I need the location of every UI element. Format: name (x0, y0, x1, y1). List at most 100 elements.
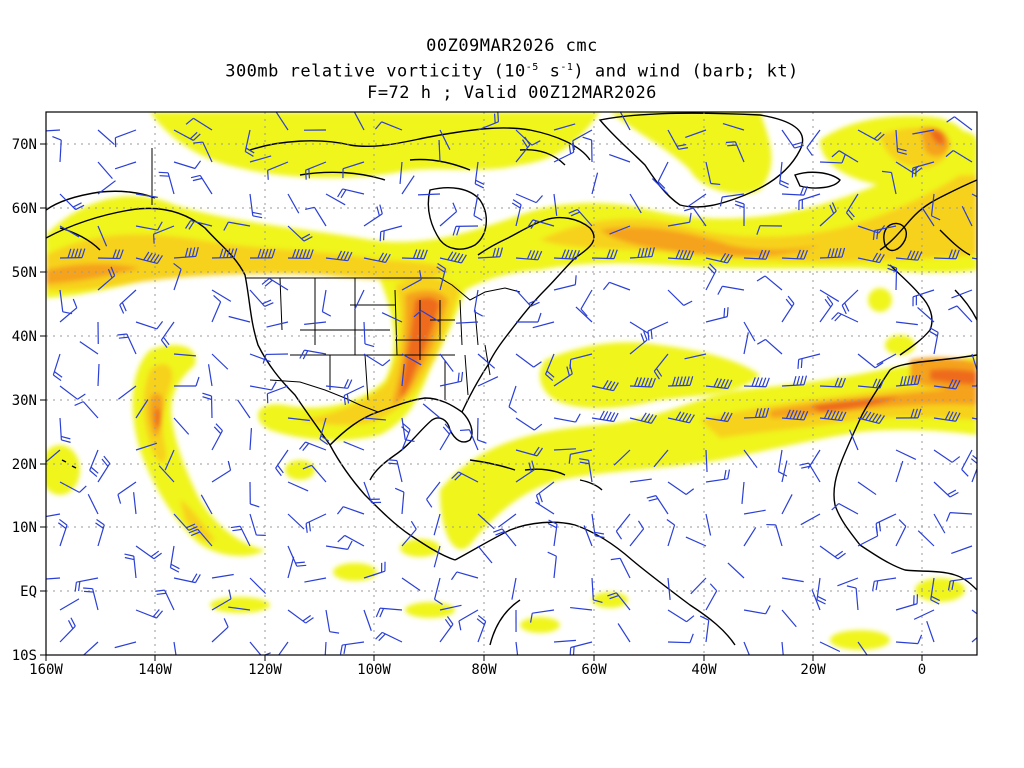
wind-barb (249, 481, 260, 508)
wind-barb (895, 449, 917, 460)
wind-barb (913, 609, 935, 620)
wind-barb (89, 449, 99, 478)
coast-europe (879, 179, 977, 356)
wind-barb (685, 129, 707, 138)
wind-barb (756, 225, 783, 235)
wind-barb (401, 577, 421, 591)
wind-barb (684, 353, 707, 360)
wind-barb (261, 277, 289, 291)
wind-barb (455, 321, 479, 324)
wind-barb (287, 248, 314, 260)
wind-barb (59, 598, 80, 611)
wind-barb (971, 417, 977, 423)
wind-barb (515, 136, 531, 163)
wind-barb (211, 573, 234, 579)
wind-barb (458, 609, 479, 631)
wind-barb (353, 289, 365, 311)
wind-barb (343, 385, 365, 405)
wind-barbs (46, 112, 977, 655)
wind-barb (302, 464, 327, 483)
wind-barb (325, 193, 346, 206)
wind-barb (476, 614, 487, 643)
wind-barb (474, 161, 485, 189)
wind-barb (629, 193, 642, 214)
wind-barb (81, 641, 99, 655)
coast-caribbean (469, 459, 603, 491)
wind-barb (917, 530, 935, 547)
wind-barb (439, 371, 464, 387)
wind-barb (185, 117, 213, 131)
wind-barb (374, 121, 403, 131)
wind-barb (743, 641, 753, 655)
wind-barb (249, 513, 266, 536)
wind-barb (553, 448, 577, 451)
vorticity-band-north-l2 (46, 234, 450, 291)
wind-barb (819, 153, 846, 164)
lon-label: 0 (918, 662, 926, 678)
wind-barb (190, 174, 213, 195)
wind-barb (819, 296, 834, 323)
wind-barb (399, 161, 403, 184)
wind-barb (727, 562, 745, 579)
wind-barb (800, 513, 821, 526)
vorticity-greenland (610, 112, 772, 194)
wind-barb (173, 247, 199, 259)
coast-north-america-west (46, 207, 456, 561)
wind-barb (287, 545, 307, 567)
coast-iceland (794, 171, 841, 189)
wind-barb (375, 631, 403, 643)
wind-barb (845, 193, 859, 221)
vorticity-patch (868, 288, 892, 312)
wind-barb (629, 520, 645, 547)
wind-barb (881, 170, 897, 195)
wind-barb (609, 154, 631, 163)
wind-barb (439, 604, 462, 611)
wind-barb (515, 353, 542, 368)
wind-barb (249, 193, 263, 219)
wind-barb (667, 249, 695, 261)
wind-barb (173, 262, 182, 291)
wind-barb (117, 481, 137, 504)
wind-barb (249, 428, 253, 451)
wind-barb (515, 193, 543, 204)
wind-barb (743, 332, 749, 355)
wind-barb (336, 506, 365, 515)
wind-barb (553, 364, 573, 387)
vorticity-patch (830, 630, 890, 650)
wind-barb (114, 161, 137, 170)
wind-barb (433, 577, 443, 605)
vorticity-pacific-loop-l4 (154, 408, 161, 429)
wind-barb (945, 149, 973, 163)
wind-barb (857, 410, 885, 425)
wind-barb (811, 589, 821, 611)
wind-barb (211, 353, 229, 370)
wind-barb (515, 249, 543, 261)
wind-barb (59, 385, 86, 400)
wind-barb (705, 449, 708, 473)
vorticity-pacific-south-l2 (180, 500, 215, 542)
wind-barb (477, 513, 495, 530)
wind-barb (933, 249, 960, 260)
wind-barb (895, 408, 922, 419)
wind-barb (211, 589, 232, 611)
wind-barb (438, 139, 441, 163)
wind-barb (339, 641, 365, 655)
wind-barb (841, 289, 859, 315)
wind-barb (417, 193, 441, 196)
wind-barb (629, 377, 656, 388)
wind-barb (394, 487, 405, 515)
wind-barb (553, 639, 576, 643)
wind-barb (583, 525, 593, 547)
wind-barb (857, 378, 885, 389)
wind-barb (287, 193, 300, 214)
wind-barb (819, 289, 840, 302)
wind-barb (436, 263, 447, 291)
wind-barb (274, 641, 289, 655)
wind-barb (74, 577, 99, 592)
wind-barb (917, 306, 935, 323)
wind-barb (930, 193, 941, 221)
wind-barb (160, 321, 175, 349)
lon-label: 80W (471, 662, 497, 678)
wind-barb (97, 266, 116, 291)
wind-barb (743, 321, 756, 342)
